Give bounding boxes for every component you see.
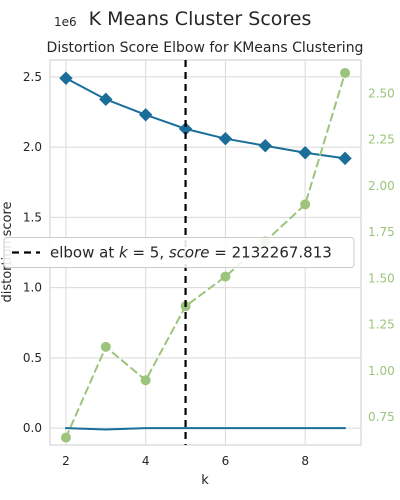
- series-0: [59, 71, 352, 166]
- y-offset-label: 1e6: [54, 15, 77, 29]
- legend-label: elbow at k = 5, score = 2132267.813: [50, 244, 332, 262]
- series-line: [64, 77, 347, 160]
- data-point-circle: [60, 432, 71, 443]
- data-point-diamond: [59, 71, 73, 85]
- y-tick-label: 1.0: [23, 281, 42, 295]
- series-line: [64, 71, 347, 439]
- y2-tick-label: 0.75: [368, 410, 395, 424]
- chart-title: Distortion Score Elbow for KMeans Cluste…: [47, 40, 364, 56]
- data-point-diamond: [138, 108, 153, 122]
- right-axis-ticks: 0.75 1.00 1.25 1.50 1.75 2.00 2.25 2.50: [368, 86, 395, 424]
- y2-tick-label: 2.25: [368, 133, 395, 147]
- y2-tick-label: 1.25: [368, 318, 395, 332]
- y-tick-label: 0.0: [23, 421, 42, 435]
- series-1: [60, 67, 351, 443]
- legend-label-part: k: [119, 244, 129, 262]
- y-tick-label: 0.5: [23, 351, 42, 365]
- series-line: [64, 427, 347, 431]
- data-point-circle: [140, 375, 151, 386]
- figure-suptitle: K Means Cluster Scores: [89, 8, 312, 30]
- legend-label-part: = 2132267.813: [210, 244, 332, 262]
- data-point-diamond: [298, 146, 312, 160]
- x-tick-label: 4: [142, 454, 150, 468]
- x-axis-label: k: [201, 473, 209, 488]
- data-point-circle: [340, 67, 351, 78]
- y2-tick-label: 1.50: [368, 271, 395, 285]
- y-tick-label: 2.5: [23, 70, 42, 84]
- data-point-circle: [300, 199, 311, 210]
- data-point-diamond: [218, 131, 233, 146]
- x-axis-ticks: 2 4 6 8: [62, 454, 309, 468]
- x-tick-label: 2: [62, 454, 70, 468]
- x-tick-label: 8: [301, 454, 309, 468]
- y2-tick-label: 2.50: [368, 86, 395, 100]
- series-layer: [59, 67, 352, 443]
- legend: elbow at k = 5, score = 2132267.813: [3, 237, 355, 268]
- y2-tick-label: 1.75: [368, 225, 395, 239]
- y-tick-label: 2.0: [23, 140, 42, 154]
- y2-tick-label: 2.00: [368, 179, 395, 193]
- data-point-diamond: [338, 151, 352, 166]
- data-point-circle: [220, 271, 231, 282]
- data-point-diamond: [99, 92, 113, 107]
- y-tick-label: 1.5: [23, 210, 42, 224]
- legend-label-part: = 5,: [128, 244, 169, 262]
- data-point-diamond: [258, 139, 273, 153]
- legend-label-part: elbow at: [50, 244, 119, 262]
- x-tick-label: 6: [222, 454, 230, 468]
- left-axis-ticks: 0.0 0.5 1.0 1.5 2.0 2.5: [23, 70, 42, 435]
- y2-tick-label: 1.00: [368, 364, 395, 378]
- grid-lines: [50, 60, 361, 445]
- legend-box: [3, 237, 355, 268]
- legend-label-part: score: [169, 244, 210, 262]
- series-2: [64, 427, 347, 431]
- data-point-circle: [100, 341, 111, 352]
